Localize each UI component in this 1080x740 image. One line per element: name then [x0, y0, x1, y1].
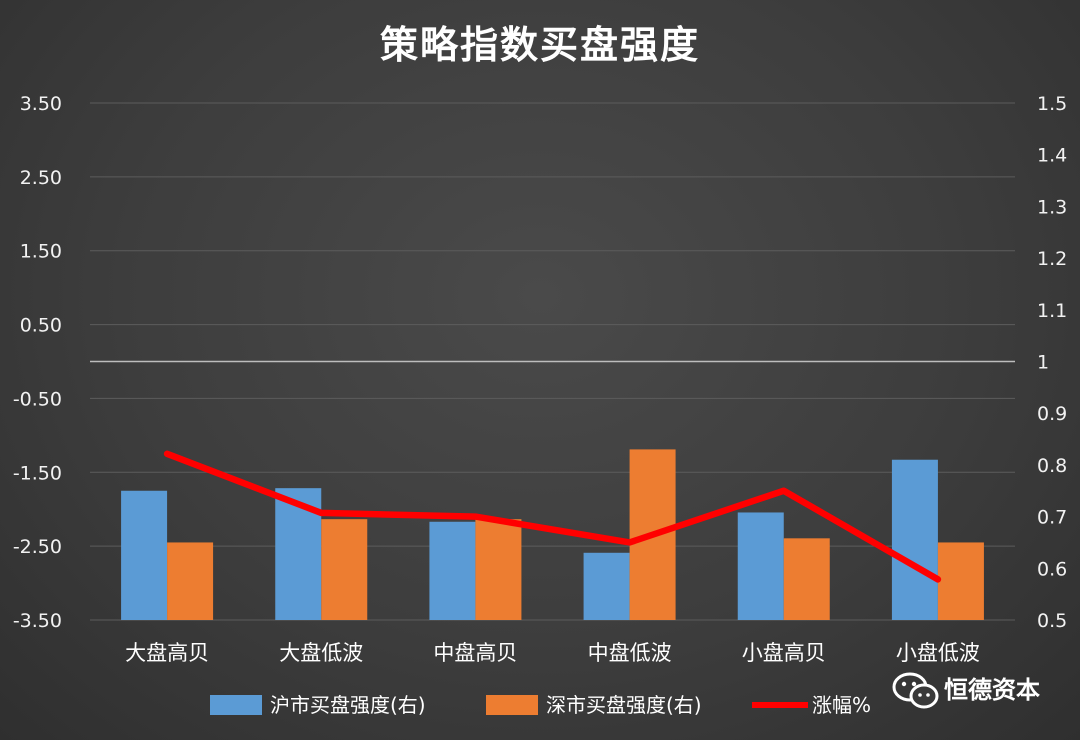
- left-tick-label: 1.50: [20, 241, 62, 263]
- category-label: 小盘高贝: [742, 641, 826, 665]
- category-label: 大盘高贝: [125, 641, 209, 665]
- category-label: 中盘高贝: [433, 641, 517, 665]
- right-tick-label: 0.5: [1037, 610, 1067, 632]
- left-tick-label: -3.50: [13, 610, 62, 632]
- bar-sz: [475, 519, 522, 620]
- left-tick-label: -0.50: [13, 388, 62, 410]
- legend-swatch: [486, 695, 538, 715]
- right-tick-label: 1.5: [1037, 93, 1067, 115]
- bar-sz: [321, 519, 368, 620]
- right-tick-label: 0.8: [1037, 455, 1067, 477]
- bar-sh: [121, 490, 168, 620]
- right-tick-label: 1.3: [1037, 196, 1067, 218]
- legend-swatch: [210, 695, 262, 715]
- bar-sz: [937, 542, 984, 620]
- bar-sh: [737, 512, 784, 620]
- legend-label: 涨幅%: [812, 693, 871, 717]
- right-tick-label: 1: [1037, 352, 1049, 374]
- legend-label: 深市买盘强度(右): [546, 693, 702, 717]
- category-labels: 大盘高贝 大盘低波 中盘高贝 中盘低波 小盘高贝 小盘低波: [125, 641, 980, 665]
- legend-label: 沪市买盘强度(右): [270, 693, 426, 717]
- right-tick-label: 1.4: [1037, 145, 1067, 167]
- wechat-icon: [892, 672, 939, 709]
- line-series: [163, 450, 942, 583]
- legend: 沪市买盘强度(右) 深市买盘强度(右) 涨幅%: [210, 693, 871, 717]
- right-axis-ticks: 1.5 1.4 1.3 1.2 1.1 1 0.9 0.8 0.7 0.6 0.5: [1037, 93, 1067, 632]
- left-tick-label: -2.50: [13, 536, 62, 558]
- left-tick-label: -1.50: [13, 462, 62, 484]
- gridlines: [90, 102, 1015, 621]
- left-tick-label: 3.50: [20, 93, 62, 115]
- chart-title: 策略指数买盘强度: [380, 23, 700, 67]
- watermark-text: 恒德资本: [944, 676, 1040, 704]
- watermark: 恒德资本: [892, 672, 1040, 709]
- right-tick-label: 1.1: [1037, 300, 1067, 322]
- left-axis-ticks: 3.50 2.50 1.50 0.50 -0.50 -1.50 -2.50 -3.50: [13, 93, 62, 632]
- right-tick-label: 0.7: [1037, 507, 1067, 529]
- right-tick-label: 0.9: [1037, 403, 1067, 425]
- line-path: [163, 450, 942, 583]
- left-tick-label: 0.50: [20, 315, 62, 337]
- bars: [121, 449, 984, 620]
- right-tick-label: 1.2: [1037, 248, 1067, 270]
- right-tick-label: 0.6: [1037, 558, 1067, 580]
- category-label: 大盘低波: [279, 641, 363, 665]
- bar-sh: [891, 459, 938, 620]
- left-tick-label: 2.50: [20, 167, 62, 189]
- category-label: 小盘低波: [896, 641, 980, 665]
- category-label: 中盘低波: [588, 641, 672, 665]
- bar-sz: [783, 538, 830, 620]
- bar-sh: [583, 552, 630, 620]
- bar-sz: [167, 542, 214, 620]
- bar-sh: [429, 521, 476, 620]
